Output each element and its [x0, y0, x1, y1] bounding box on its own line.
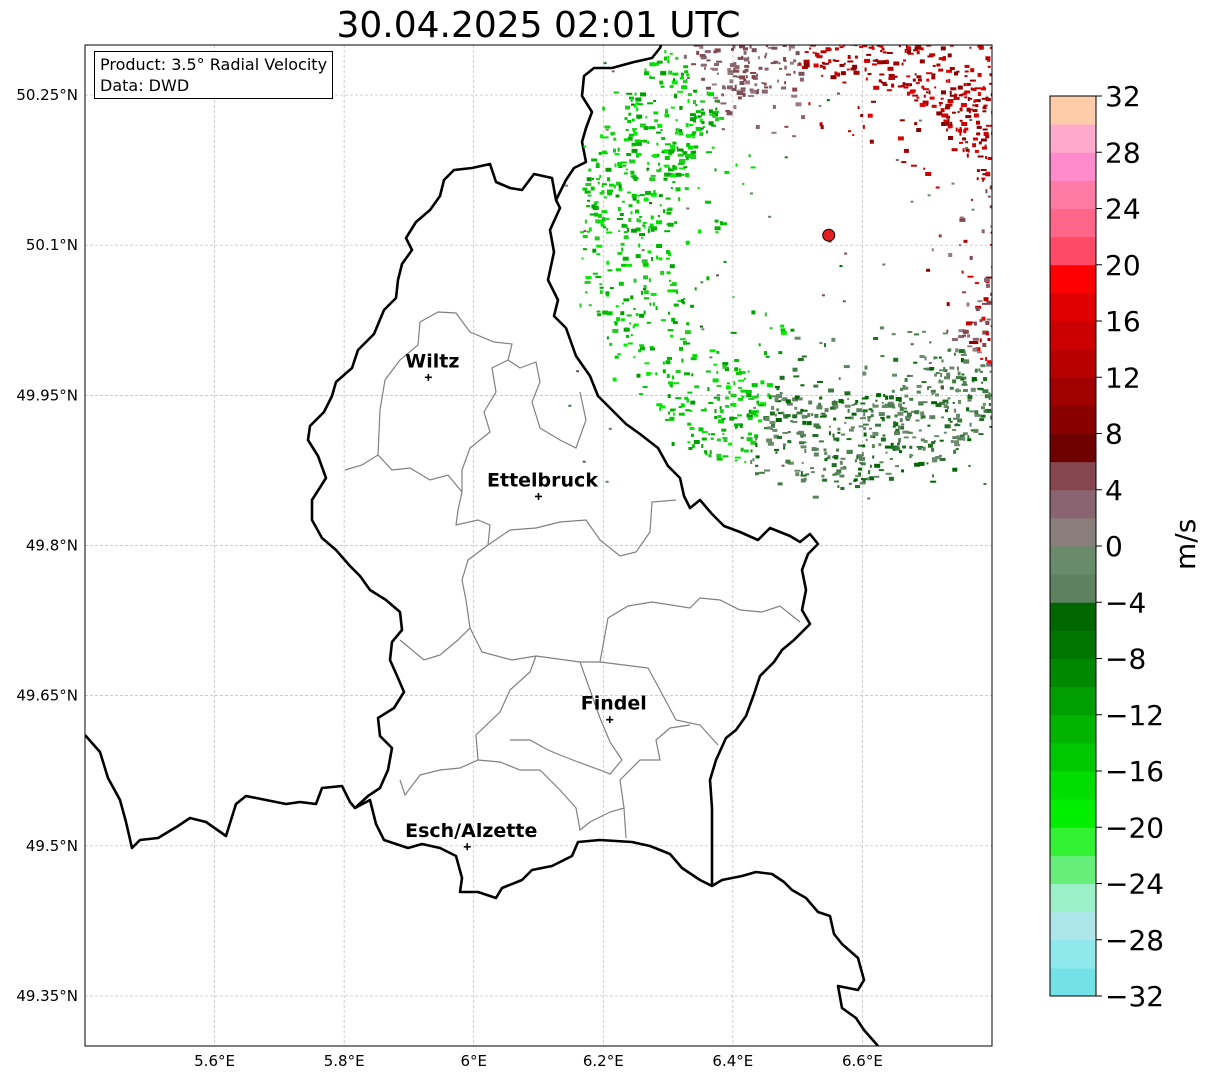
longitude-tick-labels: 5.6°E 5.8°E 6°E 6.2°E 6.4°E 6.6°E [194, 1052, 883, 1070]
colorbar-swatch [1050, 602, 1096, 631]
colorbar-swatch [1050, 574, 1096, 603]
colorbar-swatch [1050, 96, 1096, 125]
colorbar-swatch [1050, 771, 1096, 800]
colorbar-swatch [1050, 546, 1096, 575]
colorbar-unit-label: m/s [1169, 518, 1202, 570]
colorbar-tick-label: 4 [1105, 474, 1123, 507]
colorbar-swatch [1050, 630, 1096, 659]
colorbar-tick-label: 16 [1105, 305, 1141, 338]
lat-tick-label: 49.95°N [16, 386, 78, 404]
colorbar-tick-label: −12 [1105, 699, 1164, 732]
radar-velocity-echoes [565, 45, 992, 500]
lon-tick-label: 6.2°E [583, 1052, 624, 1070]
lat-tick-label: 49.65°N [16, 687, 78, 705]
colorbar-tick-label: 8 [1105, 418, 1123, 451]
colorbar-tick-label: −8 [1105, 643, 1146, 676]
lon-tick-label: 6°E [460, 1052, 487, 1070]
colorbar-swatch [1050, 855, 1096, 884]
colorbar-swatch [1050, 686, 1096, 716]
colorbar-tick-label: −16 [1105, 755, 1164, 788]
colorbar-swatch [1050, 152, 1096, 181]
lat-tick-label: 50.25°N [16, 86, 78, 104]
colorbar-swatch [1050, 517, 1096, 547]
map-title: 30.04.2025 02:01 UTC [336, 5, 741, 46]
colorbar-swatch [1050, 433, 1096, 463]
product-label: Product: 3.5° Radial Velocity [100, 55, 328, 74]
colorbar-swatch [1050, 742, 1096, 772]
canton-boundaries [344, 311, 801, 839]
colorbar-swatch [1050, 208, 1096, 238]
colorbar-swatch [1050, 827, 1096, 856]
lat-tick-label: 49.8°N [26, 537, 78, 555]
colorbar-swatch [1050, 377, 1096, 406]
city-label: Findel [581, 693, 647, 715]
colorbar-swatch [1050, 939, 1096, 969]
colorbar-tick-label: −28 [1105, 924, 1164, 957]
city-label: Ettelbruck [487, 469, 598, 491]
colorbar-swatch [1050, 124, 1096, 153]
colorbar-tick-label: −4 [1105, 586, 1146, 619]
colorbar-swatch [1050, 967, 1096, 997]
city-marker [606, 716, 614, 724]
national-borders [85, 45, 879, 1046]
colorbar-tick-labels: 32 28 24 20 16 12 8 4 0 −4 −8 −12 −16 −20 −24 −28 −32 [1096, 80, 1164, 1013]
lon-tick-label: 6.6°E [842, 1052, 883, 1070]
city-marker [463, 843, 471, 851]
colorbar-swatch [1050, 292, 1096, 322]
lon-tick-label: 5.6°E [194, 1052, 235, 1070]
colorbar-tick-label: 0 [1105, 530, 1123, 563]
colorbar-tick-label: 12 [1105, 361, 1141, 394]
city-marker [424, 373, 432, 381]
product-info-box: Product: 3.5° Radial Velocity Data: DWD [94, 51, 334, 99]
colorbar-swatch [1050, 714, 1096, 744]
city-label: Esch/Alzette [405, 820, 537, 842]
colorbar-swatch [1050, 349, 1096, 378]
colorbar-swatch [1050, 405, 1096, 434]
colorbar-tick-label: −24 [1105, 868, 1164, 901]
latitude-tick-labels: 50.25°N 50.1°N 49.95°N 49.8°N 49.65°N 49.5°N 4… [16, 86, 78, 1005]
colorbar-swatch [1050, 911, 1096, 941]
colorbar-tick-label: 20 [1105, 249, 1141, 282]
colorbar-swatch [1050, 489, 1096, 519]
colorbar-swatch [1050, 883, 1096, 913]
colorbar-swatch [1050, 180, 1096, 209]
data-source-label: Data: DWD [100, 76, 190, 95]
colorbar-tick-label: −32 [1105, 980, 1164, 1013]
gridlines [85, 45, 992, 1046]
lon-tick-label: 5.8°E [324, 1052, 365, 1070]
colorbar [1049, 95, 1097, 997]
map-area[interactable]: Wiltz Ettelbruck Findel Esch/Alzette [85, 0, 1090, 1046]
colorbar-swatch [1050, 321, 1096, 350]
map-frame [84, 44, 993, 1047]
colorbar-swatch [1050, 236, 1096, 266]
lat-tick-label: 49.5°N [26, 837, 78, 855]
colorbar-swatch [1050, 264, 1096, 294]
colorbar-tick-label: −20 [1105, 811, 1164, 844]
radar-site-marker [822, 228, 836, 242]
city-markers: Wiltz Ettelbruck Findel Esch/Alzette [405, 350, 647, 851]
lon-tick-label: 6.4°E [712, 1052, 753, 1070]
colorbar-swatch [1050, 799, 1096, 828]
colorbar-tick-label: 32 [1105, 80, 1141, 113]
lat-tick-label: 49.35°N [16, 987, 78, 1005]
city-marker [535, 492, 542, 500]
colorbar-tick-label: 28 [1105, 136, 1141, 169]
colorbar-swatch [1050, 658, 1096, 688]
city-label: Wiltz [405, 350, 459, 372]
colorbar-swatch [1050, 461, 1096, 491]
colorbar-tick-label: 24 [1105, 193, 1141, 226]
lat-tick-label: 50.1°N [26, 236, 78, 254]
